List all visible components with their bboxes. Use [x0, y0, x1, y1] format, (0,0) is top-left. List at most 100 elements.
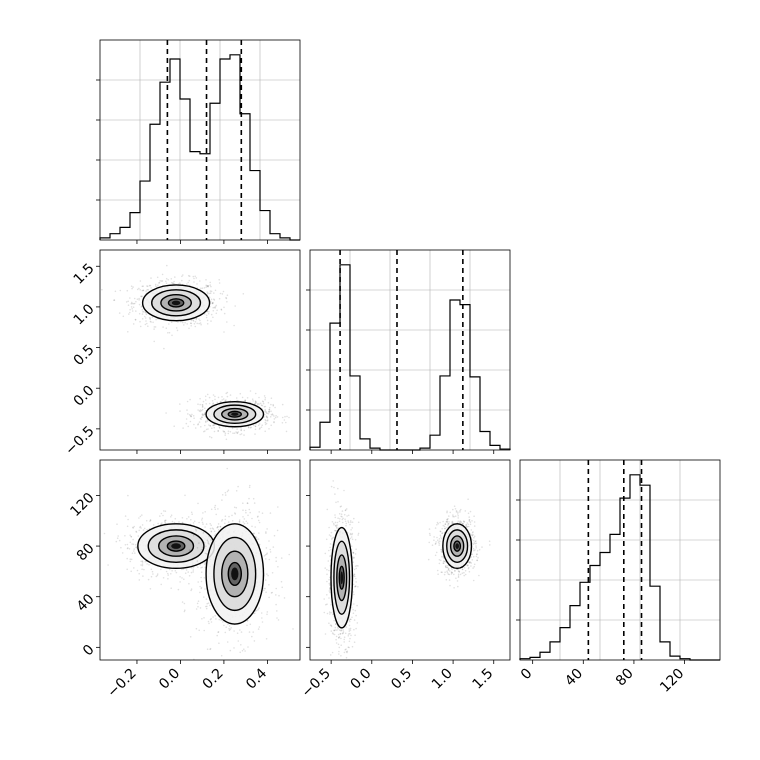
sample-point	[140, 305, 143, 307]
sample-point	[154, 326, 157, 328]
sample-point	[353, 628, 355, 631]
sample-point	[332, 613, 334, 616]
sample-point	[197, 403, 199, 406]
sample-point	[209, 290, 212, 292]
sample-point	[481, 546, 483, 548]
sample-point	[266, 416, 268, 418]
sample-point	[281, 422, 284, 424]
sample-point	[347, 633, 350, 635]
sample-point	[161, 280, 164, 282]
sample-point	[142, 575, 144, 577]
sample-point	[254, 425, 257, 428]
sample-point	[207, 602, 210, 604]
sample-point	[229, 430, 232, 433]
sample-point	[335, 501, 337, 504]
sample-point	[212, 309, 215, 312]
sample-point	[203, 596, 205, 598]
sample-point	[240, 644, 242, 646]
sample-point	[473, 515, 475, 517]
sample-point	[271, 572, 274, 574]
sample-point	[281, 416, 284, 419]
sample-point	[174, 276, 176, 278]
sample-point	[140, 564, 142, 566]
sample-point	[270, 403, 272, 406]
sample-point	[236, 428, 238, 430]
sample-point	[227, 623, 229, 625]
sample-point	[140, 306, 143, 308]
sample-point	[197, 605, 199, 608]
sample-point	[149, 588, 152, 590]
sample-point	[338, 635, 341, 638]
sample-point	[117, 535, 119, 537]
sample-point	[126, 557, 128, 560]
sample-point	[198, 410, 201, 412]
sample-point	[206, 285, 209, 288]
sample-point	[198, 322, 200, 325]
sample-point	[269, 548, 272, 551]
sample-point	[145, 519, 148, 522]
sample-point	[328, 622, 330, 624]
sample-point	[135, 546, 137, 549]
sample-point	[345, 508, 348, 510]
sample-point	[448, 573, 451, 576]
hist-param-3: 0 40 80 120	[516, 459, 721, 696]
sample-point	[336, 629, 338, 631]
sample-point	[197, 423, 199, 426]
sample-point	[113, 299, 116, 301]
sample-point	[193, 520, 196, 523]
sample-point	[472, 579, 475, 582]
sample-point	[255, 536, 257, 538]
sample-point	[477, 556, 479, 559]
sample-point	[256, 516, 259, 518]
sample-point	[344, 518, 346, 520]
sample-point	[192, 319, 194, 322]
sample-point	[350, 536, 353, 538]
sample-point	[167, 578, 169, 580]
sample-point	[246, 502, 249, 504]
sample-point	[334, 516, 337, 519]
sample-point	[272, 403, 275, 406]
sample-point	[200, 418, 202, 421]
sample-point	[334, 529, 337, 532]
sample-point	[348, 620, 351, 623]
sample-point	[469, 561, 472, 564]
sample-point	[335, 638, 337, 641]
sample-point	[160, 523, 162, 525]
sample-point	[153, 328, 155, 330]
sample-point	[146, 563, 148, 565]
sample-point	[254, 612, 256, 615]
sample-point	[231, 427, 234, 430]
sample-point	[217, 523, 220, 525]
sample-point	[212, 402, 214, 405]
sample-point	[326, 594, 328, 596]
sample-point	[260, 404, 263, 407]
sample-point	[353, 573, 355, 576]
sample-point	[199, 417, 202, 420]
sample-point	[200, 426, 202, 428]
sample-point	[135, 544, 137, 546]
sample-point	[130, 558, 133, 561]
sample-point	[330, 604, 332, 606]
sample-point	[162, 577, 165, 579]
sample-point	[335, 623, 337, 625]
sample-point	[341, 521, 344, 524]
sample-point	[142, 285, 144, 288]
sample-point	[156, 276, 159, 279]
sample-point	[204, 424, 206, 427]
sample-point	[454, 508, 457, 510]
sample-point	[244, 399, 247, 402]
sample-point	[264, 397, 267, 399]
sample-point	[146, 528, 148, 531]
sample-point	[165, 519, 167, 522]
sample-point	[212, 403, 214, 405]
sample-point	[255, 402, 257, 404]
sample-point	[461, 523, 464, 525]
sample-point	[204, 526, 206, 528]
sample-point	[168, 323, 170, 325]
sample-point	[266, 613, 268, 616]
sample-point	[264, 579, 267, 581]
sample-point	[431, 544, 434, 546]
sample-point	[352, 552, 355, 554]
sample-point	[265, 422, 268, 425]
sample-point	[435, 541, 437, 543]
